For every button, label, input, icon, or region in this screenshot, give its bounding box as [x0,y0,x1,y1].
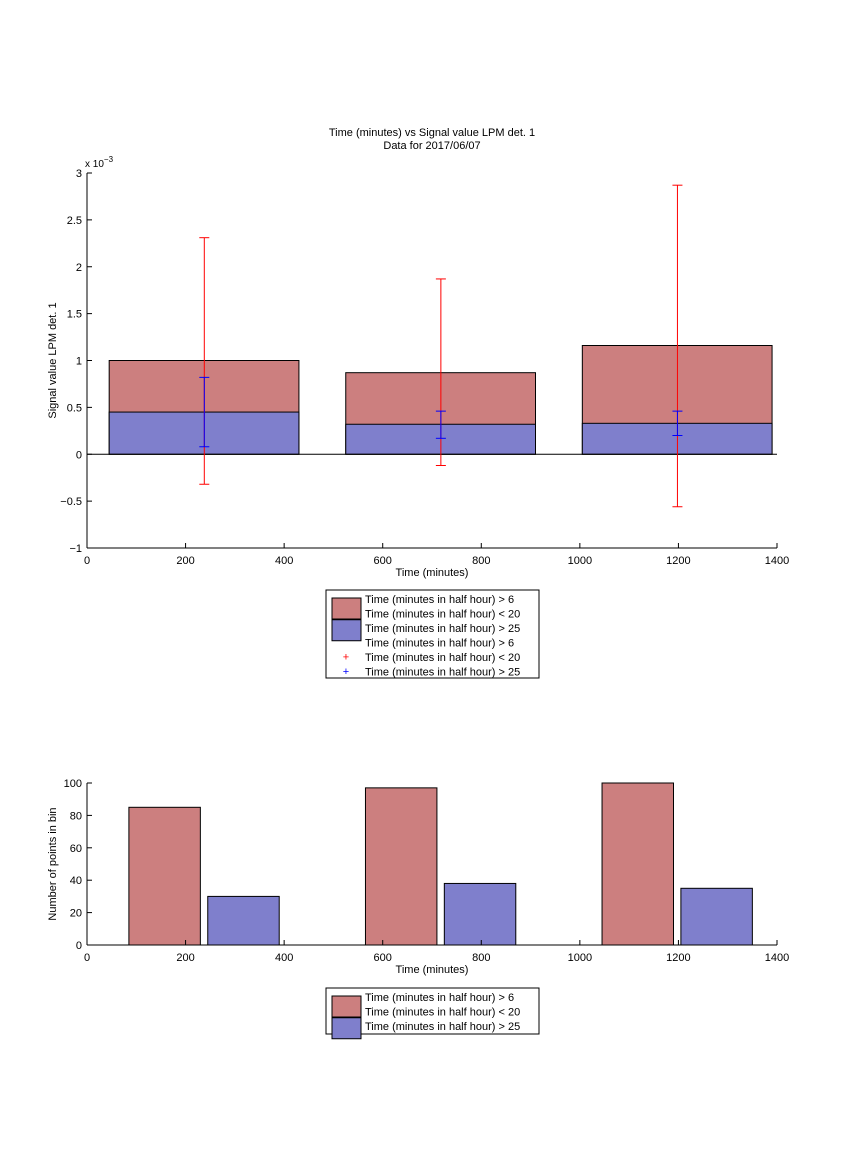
y-tick-label: 0 [76,940,82,952]
y-tick-label: 0 [76,449,82,461]
legend-swatch-1 [331,597,362,620]
x-tick-label: 1200 [666,555,690,567]
count-chart-legend: Time (minutes in half hour) > 6 Time (min… [325,987,540,1040]
signal-chart-legend: Time (minutes in half hour) > 6 Time (min… [325,589,540,679]
x-tick-label: 200 [176,555,194,567]
x-tick-label: 400 [275,555,293,567]
y-exponent-label: x 10−3 [85,155,114,170]
bar-series1-1 [128,806,201,946]
bar-series2-3 [680,887,753,946]
x-tick-label: 400 [275,952,293,964]
legend-entry-label: Time (minutes in half hour) > 6 [365,638,514,650]
x-tick-label: 0 [84,555,90,567]
y-tick-label: 3 [76,168,82,180]
y-tick-label: 1 [76,356,82,368]
bar-series1-3 [601,782,674,946]
bar-series1-2 [364,787,438,946]
x-tick-label: 1000 [568,555,592,567]
legend-entry-label: Time (minutes in half hour) < 20 [365,609,520,621]
legend-entry-label: Time (minutes in half hour) > 25 [365,623,520,635]
y-tick-label: 40 [70,875,82,887]
x-tick-label: 1400 [765,555,789,567]
y-exponent-power: −3 [104,155,114,164]
y-tick-label: −1 [69,543,82,555]
legend-entry-label: Time (minutes in half hour) < 20 [365,1007,520,1019]
legend-entry-label: Time (minutes in half hour) > 25 [365,667,520,679]
bar-series2-2 [443,882,517,946]
signal-chart: 0 200 400 600 800 1000 1200 1400 −1 −0.5 0 0.5 1 1.5 2… [47,127,789,579]
legend-swatch-1 [331,995,362,1018]
y-tick-label: 1.5 [67,309,82,321]
y-exponent-base: x 10 [85,159,104,170]
y-tick-label: 0.5 [67,402,82,414]
bar-series2-1 [207,895,280,946]
x-tick-label: 1200 [666,952,690,964]
y-tick-label: 2 [76,262,82,274]
errorbar-series2-1 [199,376,210,448]
legend-entry-label: Time (minutes in half hour) > 6 [365,594,514,606]
x-tick-label: 800 [472,555,490,567]
legend-swatch-2 [331,1017,362,1040]
x-axis-label: Time (minutes) [396,964,469,976]
count-chart: 0 200 400 600 800 1000 1200 1400 0 20 40 60 80 100 Tim… [47,778,789,976]
x-tick-label: 1400 [765,952,789,964]
x-tick-label: 800 [472,952,490,964]
errorbar-series2-3 [672,410,683,436]
x-axis-label: Time (minutes) [396,567,469,579]
x-tick-label: 0 [84,952,90,964]
x-tick-label: 600 [374,952,392,964]
legend-entry-label: Time (minutes in half hour) < 20 [365,652,520,664]
legend-entry-label: Time (minutes in half hour) > 25 [365,1021,520,1033]
y-tick-label: 100 [64,778,82,790]
y-tick-label: 60 [70,843,82,855]
y-axis-label: Number of points in bin [47,807,59,920]
y-tick-label: −0.5 [60,496,82,508]
errorbar-series2-2 [435,410,446,439]
legend-entry-label: Time (minutes in half hour) > 6 [365,992,514,1004]
chart-subtitle: Data for 2017/06/07 [383,140,480,152]
errorbar-series1-3 [672,184,683,508]
chart-title: Time (minutes) vs Signal value LPM det. … [329,127,535,139]
x-tick-label: 600 [374,555,392,567]
y-tick-label: 20 [70,908,82,920]
legend-swatch-2 [331,619,362,642]
y-tick-label: 80 [70,810,82,822]
legend-marker-3: + [343,652,349,664]
legend-marker-4: + [343,666,349,678]
y-tick-label: 2.5 [67,215,82,227]
x-tick-label: 200 [176,952,194,964]
y-axis-label: Signal value LPM det. 1 [47,302,59,418]
x-tick-label: 1000 [568,952,592,964]
